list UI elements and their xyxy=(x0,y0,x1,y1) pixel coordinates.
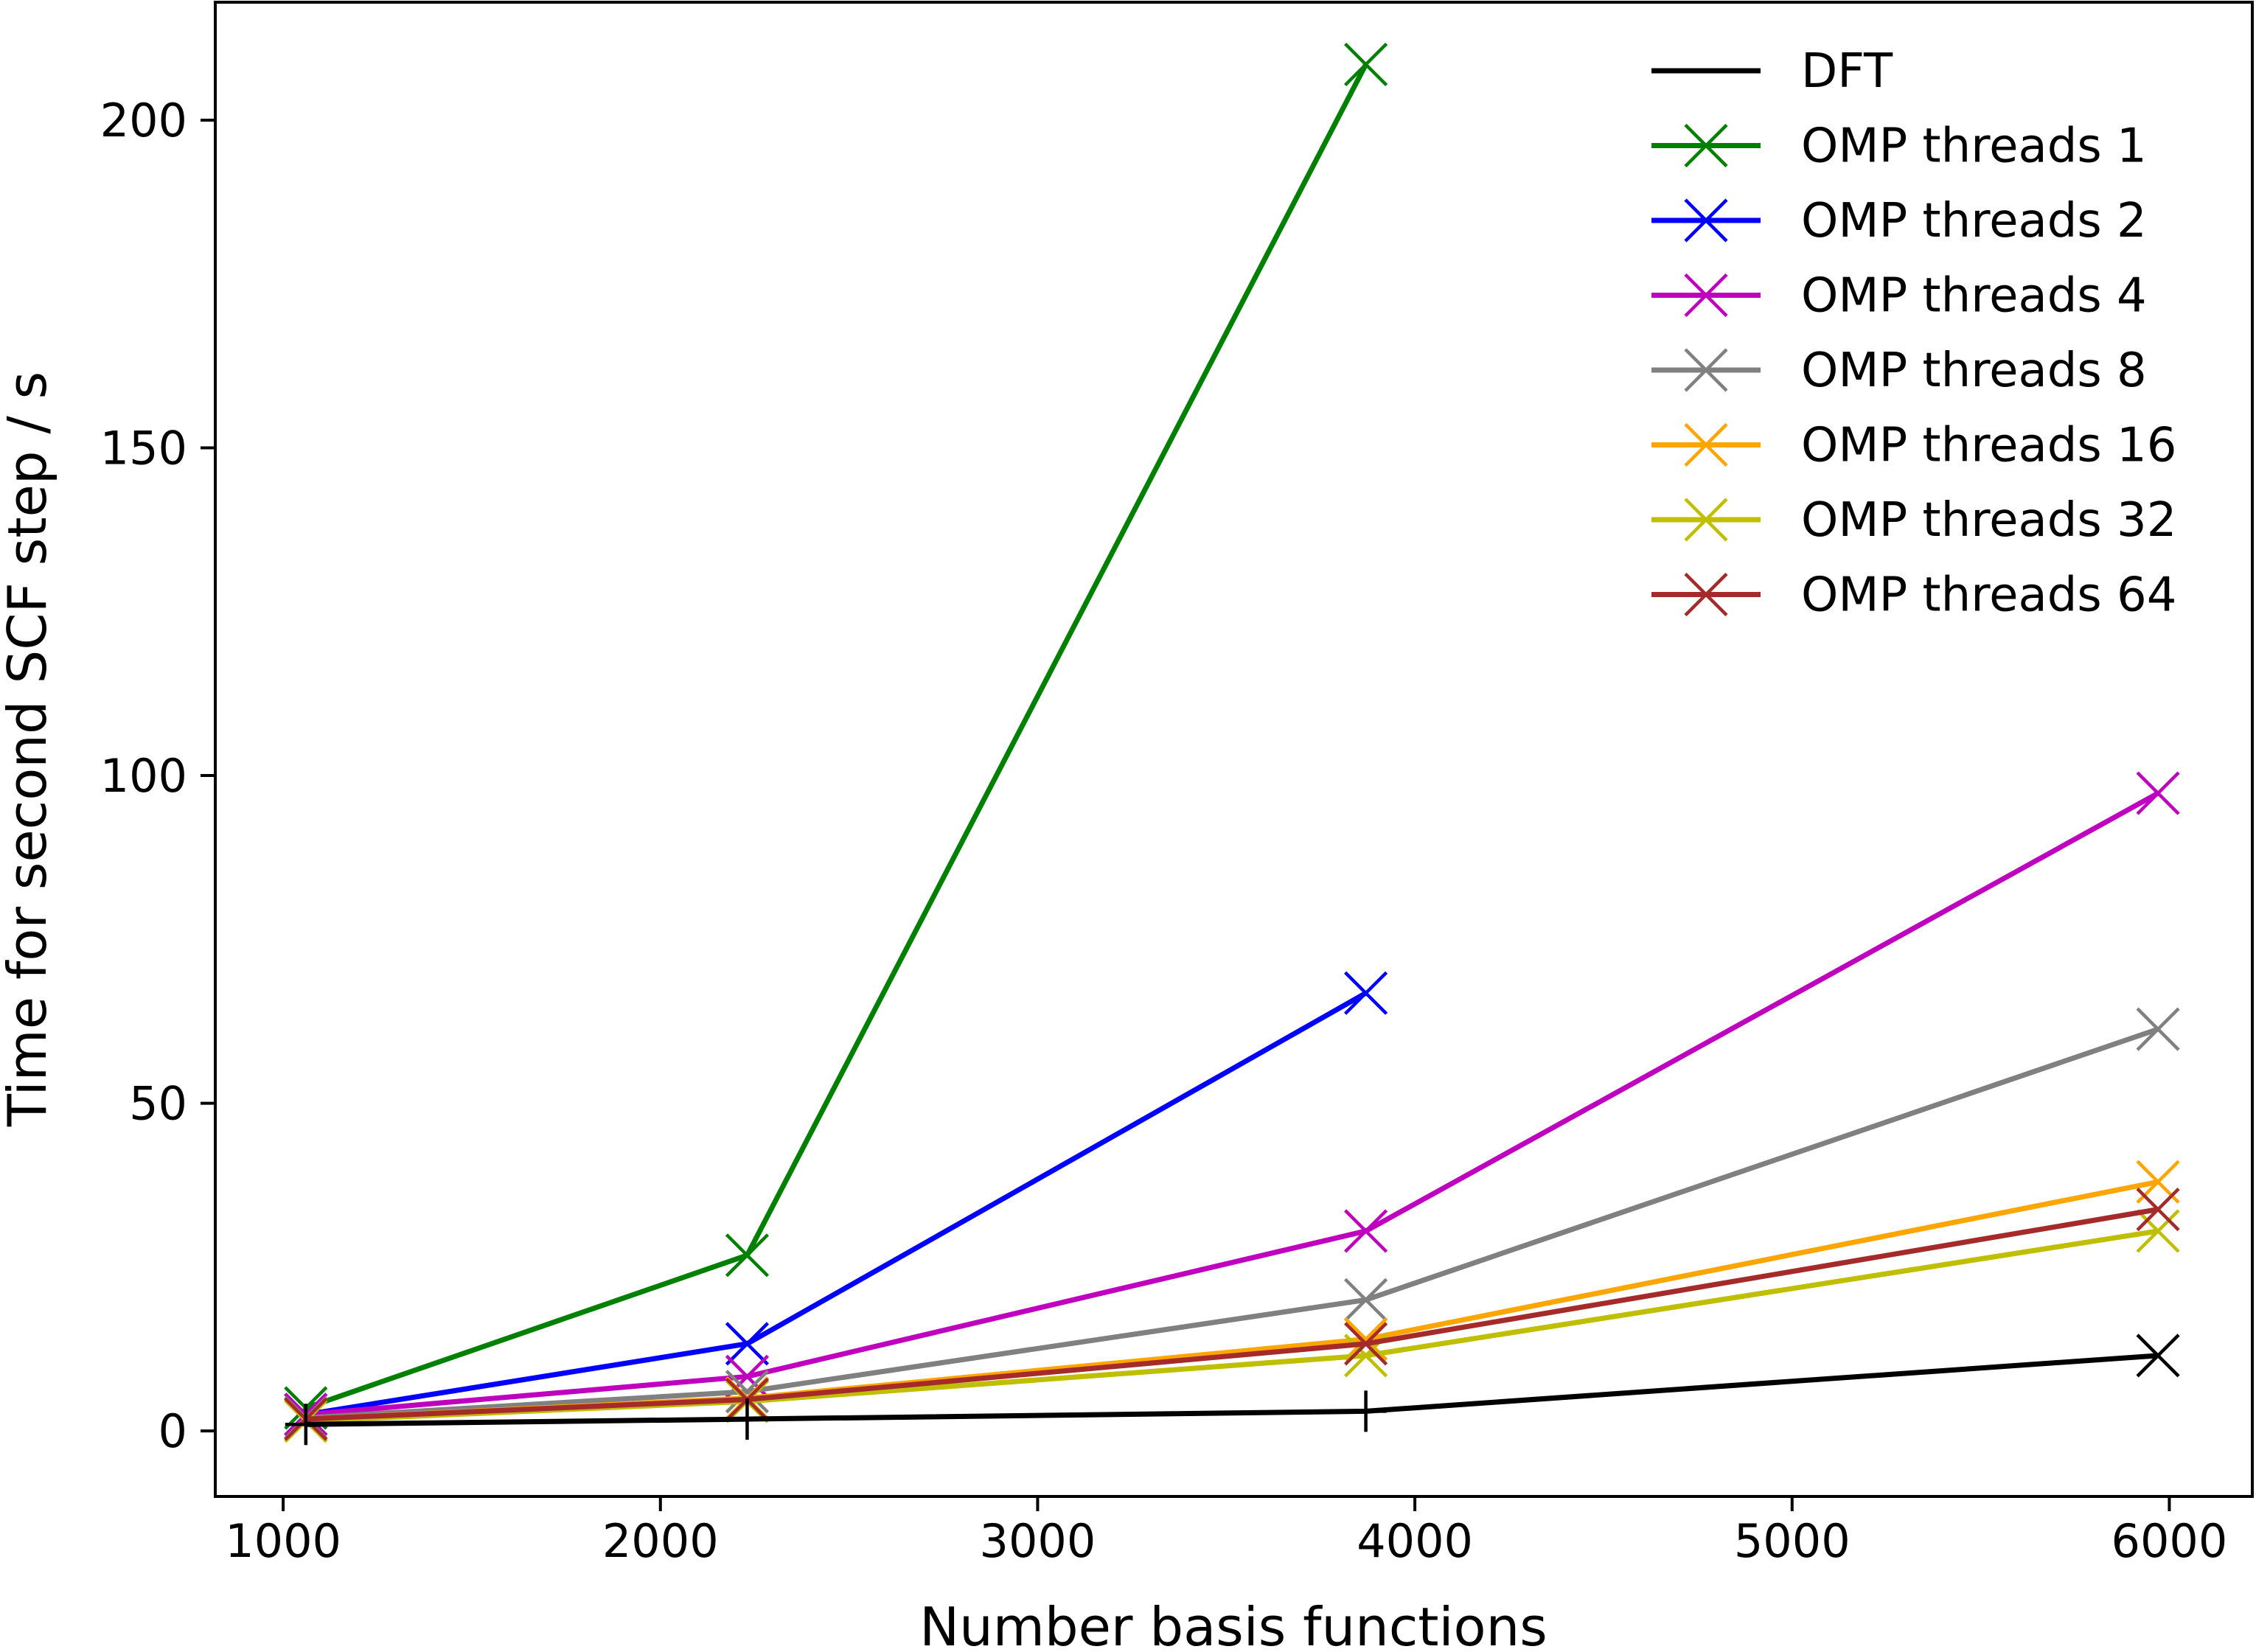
legend-swatch-marker-4 xyxy=(1684,348,1728,392)
series-3-point-2 xyxy=(1343,1209,1388,1253)
series-2-point-2-stroke-b xyxy=(1343,971,1388,1015)
legend-item-6: OMP threads 32 xyxy=(1651,493,2176,548)
y-axis-label: Time for second SCF step / s xyxy=(0,372,58,1127)
series-4-point-2-stroke-b xyxy=(1343,1278,1388,1322)
series-2-point-1-stroke-b xyxy=(725,1322,770,1366)
series-5 xyxy=(284,1160,2180,1441)
legend-label-4: OMP threads 8 xyxy=(1801,344,2147,398)
y-tick-label-3: 150 xyxy=(100,422,187,475)
series-7 xyxy=(284,1188,2180,1441)
legend-label-6: OMP threads 32 xyxy=(1801,493,2176,548)
series-4-point-3 xyxy=(2136,1007,2180,1051)
series-3-point-3-stroke-b xyxy=(2136,771,2180,815)
series-0-point-2 xyxy=(1345,1390,1387,1432)
legend-label-2: OMP threads 2 xyxy=(1801,194,2147,248)
y-tick-label-0: 0 xyxy=(159,1404,187,1458)
x-tick-label-0: 1000 xyxy=(225,1514,341,1568)
legend-item-2: OMP threads 2 xyxy=(1651,194,2147,248)
legend-swatch-marker-4-stroke-b xyxy=(1684,348,1728,392)
legend-label-5: OMP threads 16 xyxy=(1801,419,2176,473)
series-7-point-2-stroke-b xyxy=(1343,1322,1388,1366)
legend-swatch-marker-6 xyxy=(1684,498,1728,542)
x-tick-label-2: 3000 xyxy=(980,1514,1096,1568)
series-4-point-1-stroke-b xyxy=(725,1370,770,1414)
series-3-point-2-stroke-b xyxy=(1343,1209,1388,1253)
series-4-point-1 xyxy=(725,1370,770,1414)
series-2-point-1 xyxy=(725,1322,770,1366)
legend-item-5: OMP threads 16 xyxy=(1651,419,2176,473)
series-1 xyxy=(284,42,1388,1430)
x-axis-label: Number basis functions xyxy=(919,1596,1547,1652)
legend-swatch-marker-6-stroke-b xyxy=(1684,498,1728,542)
y-tick-label-4: 200 xyxy=(100,94,187,147)
plot-frame xyxy=(214,1,2254,1498)
series-0-point-0 xyxy=(285,1404,327,1446)
series-line-1 xyxy=(304,63,1368,1411)
legend-swatch-marker-1 xyxy=(1684,123,1728,168)
legend-swatch-marker-2-stroke-b xyxy=(1684,198,1728,243)
legend-label-1: OMP threads 1 xyxy=(1801,119,2147,174)
series-1-point-1-stroke-b xyxy=(725,1233,770,1278)
legend-swatch-marker-3 xyxy=(1684,273,1728,318)
series-3-point-3 xyxy=(2136,771,2180,815)
legend-swatch-marker-3-stroke-b xyxy=(1684,273,1728,318)
series-line-5 xyxy=(305,1179,2159,1422)
legend-item-4: OMP threads 8 xyxy=(1651,344,2147,398)
legend-item-3: OMP threads 4 xyxy=(1651,269,2147,324)
series-7-point-2 xyxy=(1343,1322,1388,1366)
series-0-point-1 xyxy=(726,1398,768,1440)
legend-swatch-marker-2 xyxy=(1684,198,1728,243)
legend-swatch-marker-5-stroke-b xyxy=(1684,422,1728,467)
series-6-point-3 xyxy=(2136,1209,2180,1253)
series-line-7 xyxy=(305,1207,2159,1422)
legend: DFT OMP threads 1 OMP threads 2 OMP threads… xyxy=(1651,44,2176,623)
legend-item-7: OMP threads 64 xyxy=(1651,568,2176,623)
series-2-point-2 xyxy=(1343,971,1388,1015)
series-1-point-2-stroke-b xyxy=(1343,42,1388,87)
legend-swatch-marker-7-stroke-b xyxy=(1684,572,1728,617)
legend-label-3: OMP threads 4 xyxy=(1801,269,2147,324)
series-4-point-3-stroke-b xyxy=(2136,1007,2180,1051)
series-3 xyxy=(284,771,2180,1437)
series-4-point-2 xyxy=(1343,1278,1388,1322)
series-layer xyxy=(284,42,2180,1446)
x-tick-label-1: 2000 xyxy=(602,1514,719,1568)
series-line-3 xyxy=(305,791,2159,1418)
x-tick-label-4: 5000 xyxy=(1734,1514,1851,1568)
series-1-point-1 xyxy=(725,1233,770,1278)
tick-layer: 1000 2000 3000 4000 5000 6000 0 50 100 150 200 xyxy=(100,94,2228,1568)
legend-swatch-marker-5 xyxy=(1684,422,1728,467)
legend-swatch-marker-7 xyxy=(1684,572,1728,617)
legend-label-0: DFT xyxy=(1801,44,1893,99)
legend-swatch-marker-1-stroke-b xyxy=(1684,123,1728,168)
series-1-point-2 xyxy=(1343,42,1388,87)
y-tick-label-1: 50 xyxy=(129,1077,187,1131)
series-0-point-3-stroke-b xyxy=(2136,1334,2180,1378)
legend-item-0: DFT xyxy=(1651,44,1893,99)
legend-item-1: OMP threads 1 xyxy=(1651,119,2147,174)
y-tick-label-2: 100 xyxy=(100,749,187,803)
legend-label-7: OMP threads 64 xyxy=(1801,568,2176,623)
x-tick-label-3: 4000 xyxy=(1357,1514,1473,1568)
series-0 xyxy=(285,1334,2180,1446)
series-line-0 xyxy=(305,1353,2159,1427)
series-7-point-3-stroke-b xyxy=(2136,1188,2180,1232)
series-line-4 xyxy=(305,1026,2159,1421)
series-5-point-2-stroke-b xyxy=(1343,1317,1388,1362)
x-tick-label-5: 6000 xyxy=(2111,1514,2228,1568)
series-0-point-3 xyxy=(2136,1334,2180,1378)
series-6-point-3-stroke-b xyxy=(2136,1209,2180,1253)
series-7-point-3 xyxy=(2136,1188,2180,1232)
